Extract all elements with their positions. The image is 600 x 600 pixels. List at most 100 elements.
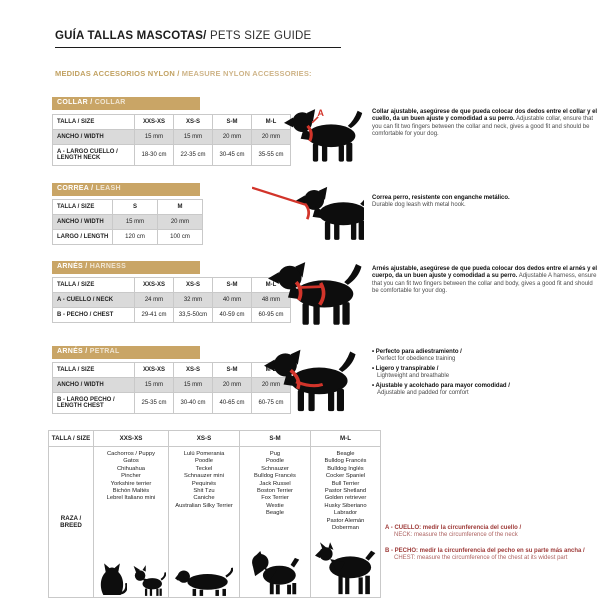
size-cell: 40 mm xyxy=(212,292,252,308)
table-row: TALLA / SIZE XXS-XS XS-S S-M M-L xyxy=(48,430,381,447)
size-cell: 15 mm xyxy=(173,129,213,145)
size-cell: ANCHO / WIDTH xyxy=(52,214,113,230)
petral-feature-list: Perfecto para adiestramiento / Perfect f… xyxy=(372,349,598,399)
size-cell: 33,5-50cm xyxy=(173,307,213,323)
size-cell: 60-75 cm xyxy=(251,392,291,414)
petral-feature-es: Ajustable y acolchado para mayor comodid… xyxy=(372,383,510,389)
size-cell: XS-S xyxy=(173,114,213,130)
dachshund-icon xyxy=(175,567,233,596)
size-cell: 40-65 cm xyxy=(212,392,252,414)
petral-size-table: TALLA / SIZE XXS-XS XS-S S-M M-L ANCHO /… xyxy=(52,362,291,414)
breed-header-cell: XS-S xyxy=(168,430,240,447)
size-cell: 22-35 cm xyxy=(173,144,213,166)
dog-harness-icon xyxy=(268,257,366,329)
leash-desc-en: Durable dog leash with metal hook. xyxy=(372,202,466,209)
leash-description: Correa perro, resistente con enganche me… xyxy=(372,195,598,210)
breed-list: Beagle Bulldog Francés Bulldog Inglés Co… xyxy=(324,451,367,532)
cat-icon xyxy=(100,563,127,595)
size-cell: 32 mm xyxy=(173,292,213,308)
table-row: TALLA / SIZE S M xyxy=(52,199,203,215)
size-cell: 40-59 cm xyxy=(212,307,252,323)
breed-cell-m-l: Beagle Bulldog Francés Bulldog Inglés Co… xyxy=(310,446,381,598)
size-cell: S xyxy=(112,199,158,215)
breed-list: Cachorros / Puppy Gatos Chihuahua Pinche… xyxy=(106,451,156,502)
breed-silhouettes xyxy=(311,542,380,597)
note-chest-en: CHEST: measure the circumference of the … xyxy=(394,555,568,562)
breed-header-cell: TALLA / SIZE xyxy=(48,430,94,447)
breed-list: Lulú Pomerania Poodle Teckel Schnauzer m… xyxy=(175,451,233,509)
size-cell: 20 mm xyxy=(212,377,252,393)
size-cell: 30-40 cm xyxy=(173,392,213,414)
size-cell: 18-30 cm xyxy=(134,144,174,166)
collar-heading-es: COLLAR / xyxy=(57,99,95,106)
breed-cell-xs-s: Lulú Pomerania Poodle Teckel Schnauzer m… xyxy=(168,446,240,598)
size-cell: XXS-XS xyxy=(134,277,174,293)
size-cell: 20 mm xyxy=(157,214,203,230)
size-cell: ANCHO / WIDTH xyxy=(52,129,135,145)
size-cell: S-M xyxy=(212,114,252,130)
table-row: RAZA / BREED Cachorros / Puppy Gatos Chi… xyxy=(48,446,381,598)
size-cell: XS-S xyxy=(173,277,213,293)
collar-size-table: TALLA / SIZE XXS-XS XS-S S-M M-L ANCHO /… xyxy=(52,114,291,166)
table-row: TALLA / SIZE XXS-XS XS-S S-M M-L xyxy=(52,114,291,130)
note-chest: B - PECHO: medir la circunferencia del p… xyxy=(385,548,597,563)
size-cell: 29-41 cm xyxy=(134,307,174,323)
breed-silhouettes xyxy=(169,566,239,597)
table-row: LARGO / LENGTH 120 cm 100 cm xyxy=(52,229,203,245)
harness-desc-en: Adjustable A harness, ensure that you ca… xyxy=(372,273,597,295)
chihuahua-icon xyxy=(133,565,166,596)
leash-size-table: TALLA / SIZE S M ANCHO / WIDTH 15 mm 20 … xyxy=(52,199,203,245)
size-cell: 20 mm xyxy=(212,129,252,145)
collar-description: Collar ajustable, asegúrese de que pueda… xyxy=(372,109,598,139)
size-cell: 60-95 cm xyxy=(251,307,291,323)
table-row: B - LARGO PECHO / LENGTH CHEST 25-35 cm … xyxy=(52,392,291,414)
size-cell: 120 cm xyxy=(112,229,158,245)
breed-cell-xxs-xs: Cachorros / Puppy Gatos Chihuahua Pinche… xyxy=(93,446,169,598)
dog-petral-icon xyxy=(264,343,360,417)
table-row: TALLA / SIZE XXS-XS XS-S S-M M-L xyxy=(52,362,291,378)
leash-heading-en: LEASH xyxy=(95,185,121,192)
collar-heading-en: COLLAR xyxy=(94,99,126,106)
breed-row-label: RAZA / BREED xyxy=(48,446,94,598)
petral-feature: Ajustable y acolchado para mayor comodid… xyxy=(372,383,598,398)
note-neck: A - CUELLO: medir la circunferencia del … xyxy=(385,525,597,540)
size-cell: TALLA / SIZE xyxy=(52,199,113,215)
size-cell: 15 mm xyxy=(173,377,213,393)
table-row: TALLA / SIZE XXS-XS XS-S S-M M-L xyxy=(52,277,291,293)
harness-description: Arnés ajustable, asegúrese de que pueda … xyxy=(372,266,598,296)
size-cell: 15 mm xyxy=(134,377,174,393)
petral-feature-en: Lightweight and breathable xyxy=(377,373,450,380)
size-cell: 30-45 cm xyxy=(212,144,252,166)
petral-feature: Perfecto para adiestramiento / Perfect f… xyxy=(372,349,598,364)
table-row: ANCHO / WIDTH 15 mm 20 mm xyxy=(52,214,203,230)
page-subtitle: MEDIDAS ACCESORIOS NYLON / MEASURE NYLON… xyxy=(55,69,312,78)
harness-desc-es: Arnés ajustable, asegúrese de que pueda … xyxy=(372,266,598,280)
page-subtitle-es: MEDIDAS ACCESORIOS NYLON / xyxy=(55,69,180,78)
petral-feature: Ligero y transpirable / Lightweight and … xyxy=(372,366,598,381)
breed-header-cell: M-L xyxy=(310,430,381,447)
leash-desc-es: Correa perro, resistente con enganche me… xyxy=(372,195,510,201)
harness-heading-es: ARNÉS / xyxy=(57,263,90,270)
collar-point-a-label: A xyxy=(317,108,324,118)
leash-section-heading: CORREA / LEASH xyxy=(52,183,200,196)
page-title-es: GUÍA TALLAS MASCOTAS/ xyxy=(55,30,207,42)
breed-silhouettes xyxy=(94,556,168,597)
size-cell: TALLA / SIZE xyxy=(52,114,135,130)
breed-silhouettes xyxy=(240,551,310,597)
table-row: A - CUELLO / NECK 24 mm 32 mm 40 mm 48 m… xyxy=(52,292,291,308)
size-cell: 15 mm xyxy=(134,129,174,145)
page-title: GUÍA TALLAS MASCOTAS/ PETS SIZE GUIDE xyxy=(55,30,342,48)
size-cell: S-M xyxy=(212,277,252,293)
size-cell: M xyxy=(157,199,203,215)
petral-section-heading: ARNÉS / PETRAL xyxy=(52,346,200,359)
size-cell: A - LARGO CUELLO / LENGTH NECK xyxy=(52,144,135,166)
note-neck-es: A - CUELLO: medir la circunferencia del … xyxy=(385,525,522,531)
harness-size-table: TALLA / SIZE XXS-XS XS-S S-M M-L A - CUE… xyxy=(52,277,291,323)
size-cell: LARGO / LENGTH xyxy=(52,229,113,245)
terrier-icon xyxy=(252,551,300,595)
petral-feature-en: Perfect for obedience training xyxy=(377,356,456,363)
size-cell: TALLA / SIZE xyxy=(52,362,135,378)
collar-section-heading: COLLAR / COLLAR xyxy=(52,97,200,110)
doberman-icon xyxy=(314,542,375,595)
size-cell: XS-S xyxy=(173,362,213,378)
